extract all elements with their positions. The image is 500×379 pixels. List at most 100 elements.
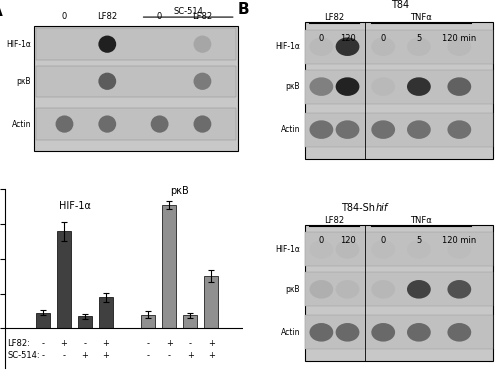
Text: -: - [146, 351, 150, 360]
Ellipse shape [372, 38, 395, 56]
Bar [184, 315, 197, 329]
Text: +: + [166, 339, 172, 348]
FancyBboxPatch shape [304, 30, 492, 64]
Text: 5: 5 [416, 34, 422, 42]
Ellipse shape [448, 323, 471, 341]
Text: TNFα: TNFα [410, 216, 432, 225]
Text: -: - [188, 339, 192, 348]
Ellipse shape [407, 240, 431, 259]
Ellipse shape [98, 73, 116, 90]
Ellipse shape [310, 120, 334, 139]
Bar [142, 315, 155, 329]
FancyBboxPatch shape [304, 273, 492, 306]
Ellipse shape [372, 280, 395, 299]
Text: +: + [60, 339, 68, 348]
Ellipse shape [310, 77, 334, 96]
FancyBboxPatch shape [304, 315, 492, 349]
Text: 0: 0 [318, 34, 324, 42]
FancyBboxPatch shape [36, 28, 235, 60]
Text: pκB: pκB [286, 285, 300, 294]
FancyBboxPatch shape [34, 26, 238, 151]
Ellipse shape [194, 116, 212, 133]
Ellipse shape [407, 280, 431, 299]
Text: HIF-1α: HIF-1α [275, 245, 300, 254]
Text: SC-514: SC-514 [173, 7, 203, 16]
Text: -: - [84, 339, 86, 348]
Bar [162, 205, 176, 329]
Ellipse shape [407, 77, 431, 96]
Ellipse shape [310, 280, 334, 299]
Bar [57, 231, 71, 329]
Text: +: + [187, 351, 194, 360]
Text: T84-Sh: T84-Sh [341, 202, 375, 213]
Text: 0: 0 [318, 236, 324, 245]
Ellipse shape [150, 116, 168, 133]
Text: hif: hif [376, 202, 388, 213]
Text: +: + [82, 351, 88, 360]
Text: +: + [102, 351, 110, 360]
Ellipse shape [194, 73, 212, 90]
Text: LF82: LF82 [324, 216, 344, 225]
Ellipse shape [336, 120, 359, 139]
Ellipse shape [336, 38, 359, 56]
Text: HIF-1α: HIF-1α [6, 40, 31, 49]
Ellipse shape [310, 323, 334, 341]
Ellipse shape [336, 323, 359, 341]
Ellipse shape [98, 116, 116, 133]
FancyBboxPatch shape [304, 113, 492, 147]
Text: T84: T84 [391, 0, 409, 10]
Text: 120: 120 [340, 34, 355, 42]
Ellipse shape [310, 240, 334, 259]
Text: -: - [42, 339, 44, 348]
Ellipse shape [98, 36, 116, 53]
Ellipse shape [407, 120, 431, 139]
FancyBboxPatch shape [304, 232, 492, 266]
Ellipse shape [194, 36, 212, 53]
Text: 5: 5 [416, 236, 422, 245]
Text: 120 min: 120 min [442, 236, 476, 245]
Text: TNFα: TNFα [410, 13, 432, 22]
FancyBboxPatch shape [36, 66, 235, 97]
Text: +: + [102, 339, 110, 348]
Ellipse shape [336, 280, 359, 299]
Text: HIF-1α: HIF-1α [275, 42, 300, 51]
FancyBboxPatch shape [36, 108, 235, 140]
Text: +: + [208, 351, 214, 360]
Ellipse shape [336, 240, 359, 259]
Ellipse shape [448, 240, 471, 259]
Ellipse shape [448, 280, 471, 299]
Text: LF82: LF82 [324, 13, 344, 22]
Text: A: A [0, 4, 2, 19]
Ellipse shape [407, 38, 431, 56]
Text: pκB: pκB [16, 77, 31, 86]
Ellipse shape [448, 38, 471, 56]
Bar [204, 276, 218, 329]
Ellipse shape [448, 120, 471, 139]
Text: +: + [208, 339, 214, 348]
FancyBboxPatch shape [304, 225, 492, 362]
Text: HIF-1α: HIF-1α [58, 201, 90, 211]
Text: -: - [146, 339, 150, 348]
Text: 120: 120 [340, 236, 355, 245]
Ellipse shape [448, 77, 471, 96]
Ellipse shape [372, 77, 395, 96]
Text: 0: 0 [62, 13, 67, 21]
Ellipse shape [372, 240, 395, 259]
Text: pκB: pκB [286, 82, 300, 91]
Ellipse shape [336, 77, 359, 96]
Text: 0: 0 [380, 34, 386, 42]
Text: LF82: LF82 [192, 13, 212, 21]
Ellipse shape [56, 116, 74, 133]
FancyBboxPatch shape [304, 70, 492, 103]
Text: Actin: Actin [12, 119, 31, 128]
Text: B: B [238, 2, 250, 17]
Ellipse shape [372, 120, 395, 139]
Text: 120 min: 120 min [442, 34, 476, 42]
Ellipse shape [310, 38, 334, 56]
Ellipse shape [407, 323, 431, 341]
Bar [78, 316, 92, 329]
Text: 0: 0 [380, 236, 386, 245]
Text: -: - [168, 351, 170, 360]
Text: -: - [62, 351, 66, 360]
Text: SC-514:: SC-514: [7, 351, 40, 360]
